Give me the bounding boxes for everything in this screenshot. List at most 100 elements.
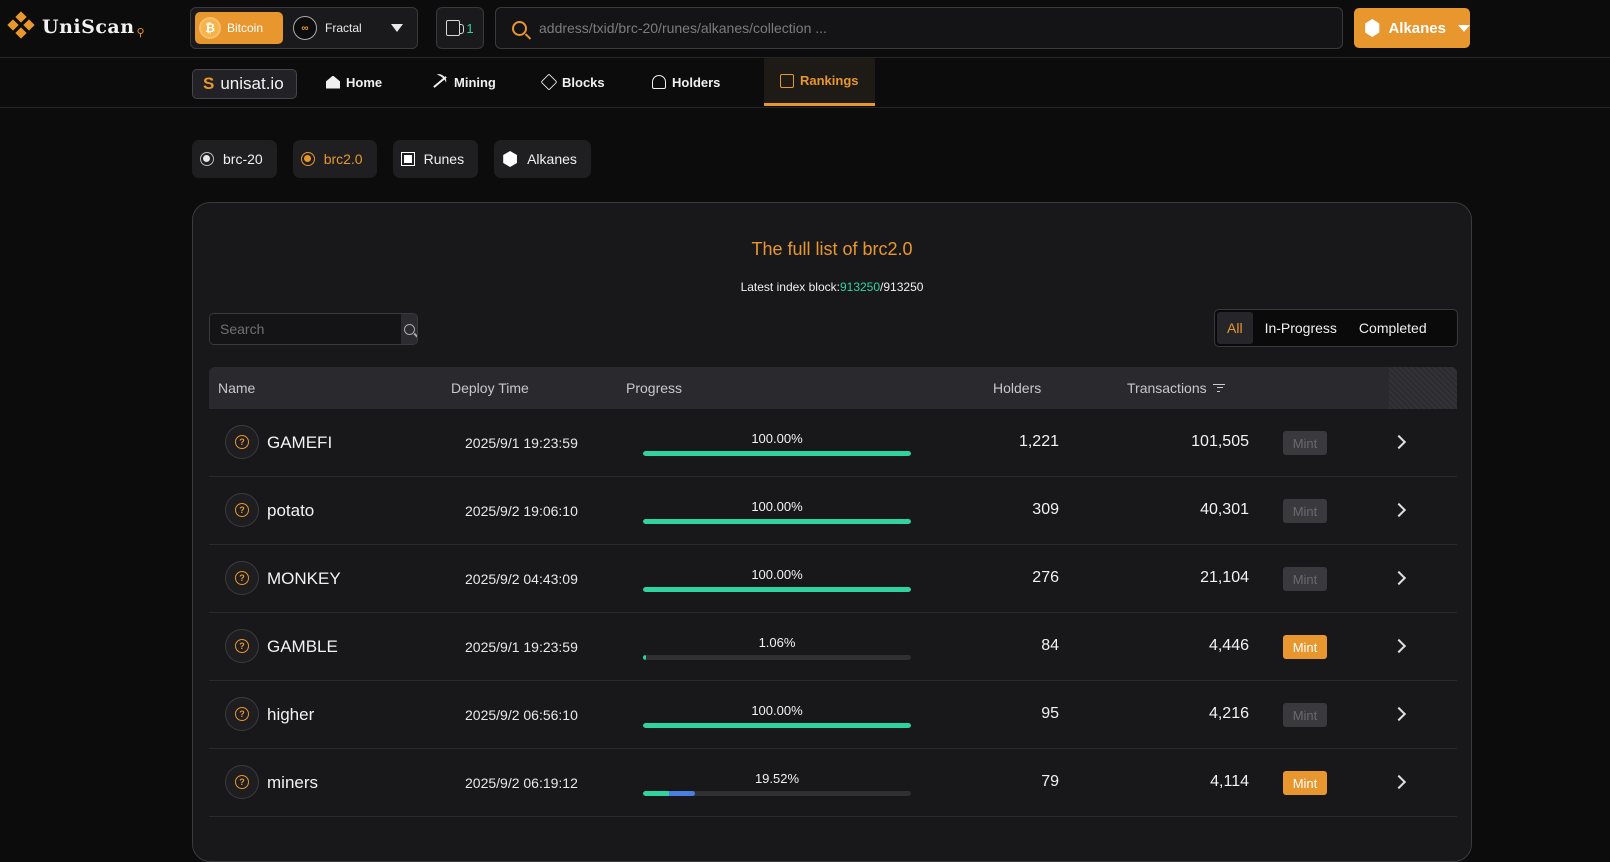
progress-bar-fill — [643, 791, 696, 796]
index-block-info: Latest index block:913250/913250 — [193, 280, 1471, 294]
transactions-count: 101,505 — [1191, 433, 1249, 450]
chevron-right-icon[interactable] — [1391, 706, 1407, 722]
table-row[interactable]: ? potato 2025/9/2 19:06:10 100.00% 309 40,301… — [209, 477, 1457, 545]
transactions-count: 21,104 — [1200, 569, 1249, 586]
token-name[interactable]: MONKEY — [267, 569, 341, 588]
search-icon — [403, 323, 415, 335]
protocol-label: Alkanes — [1388, 19, 1446, 37]
token-name[interactable]: GAMBLE — [267, 637, 338, 656]
token-name[interactable]: potato — [267, 501, 315, 520]
holders-count: 276 — [1032, 569, 1059, 586]
pickaxe-icon — [432, 75, 448, 89]
filter-brc20[interactable]: brc-20 — [192, 140, 277, 178]
token-name[interactable]: GAMEFI — [267, 433, 333, 452]
header-progress[interactable]: Progress — [626, 380, 683, 396]
chevron-right-icon[interactable] — [1391, 502, 1407, 518]
nav-holders-label: Holders — [672, 74, 721, 90]
progress-bar — [643, 791, 911, 796]
transactions-count: 4,446 — [1208, 637, 1249, 654]
table-row[interactable]: ? GAMEFI 2025/9/1 19:23:59 100.00% 1,221 101,… — [209, 409, 1457, 477]
progress-text: 19.52% — [754, 771, 800, 786]
unisat-label: unisat.io — [220, 74, 284, 93]
filter-brc2[interactable]: brc2.0 — [292, 140, 377, 178]
mint-button[interactable]: Mint — [1283, 703, 1327, 727]
transactions-count: 40,301 — [1200, 501, 1249, 518]
chevron-right-icon[interactable] — [1391, 570, 1407, 586]
progress-text: 100.00% — [751, 567, 803, 582]
token-name[interactable]: higher — [267, 705, 315, 724]
network-fractal[interactable]: ∞ Fractal — [283, 12, 362, 44]
chevron-right-icon[interactable] — [1391, 434, 1407, 450]
table-row[interactable]: ? miners 2025/9/2 06:19:12 19.52% 79 4,114 Min… — [209, 749, 1457, 817]
mint-button[interactable]: Mint — [1283, 431, 1327, 455]
radio-icon — [200, 152, 214, 166]
caret-down-icon — [1458, 24, 1470, 32]
progress-bar-fill — [643, 587, 911, 592]
holders-count: 309 — [1032, 501, 1059, 518]
top-bar: UniScan ⚲ ₿ Bitcoin ∞ Fractal 1 Alkanes — [0, 0, 1610, 58]
header-strip — [1389, 367, 1457, 409]
rankings-panel: The full list of brc2.0 Latest index blo… — [192, 202, 1472, 862]
cube-icon — [540, 73, 558, 91]
nav-home[interactable]: Home — [326, 58, 382, 106]
deploy-time: 2025/9/2 06:19:12 — [465, 775, 578, 791]
deploy-time: 2025/9/2 19:06:10 — [465, 503, 578, 519]
table-row[interactable]: ? MONKEY 2025/9/2 04:43:09 100.00% 276 21,104… — [209, 545, 1457, 613]
segment-in-progress[interactable]: In-Progress — [1264, 320, 1337, 336]
mint-button[interactable]: Mint — [1283, 499, 1327, 523]
progress-bar-fill — [643, 655, 646, 660]
table-row[interactable]: ? GAMBLE 2025/9/1 19:23:59 1.06% 84 4,446 Mint — [209, 613, 1457, 681]
radio-icon — [300, 152, 315, 166]
progress-text: 1.06% — [758, 635, 796, 650]
mint-button[interactable]: Mint — [1283, 567, 1327, 591]
filter-runes[interactable]: Runes — [392, 140, 479, 178]
network-bitcoin[interactable]: ₿ Bitcoin — [195, 12, 283, 44]
chevron-right-icon[interactable] — [1391, 774, 1407, 790]
transactions-count: 4,216 — [1208, 705, 1249, 722]
deploy-time: 2025/9/2 06:56:10 — [465, 707, 578, 723]
segment-completed[interactable]: Completed — [1358, 320, 1427, 336]
header-holders[interactable]: Holders — [993, 380, 1042, 396]
nav-blocks[interactable]: Blocks — [540, 58, 605, 106]
nav-mining-label: Mining — [454, 74, 496, 90]
progress-text: 100.00% — [751, 703, 803, 718]
table-row[interactable]: ? higher 2025/9/2 06:56:10 100.00% 95 4,216 Mi… — [209, 681, 1457, 749]
home-icon — [326, 75, 340, 89]
page-title: The full list of brc2.0 — [751, 239, 913, 259]
filter-brc2-label: brc2.0 — [323, 151, 363, 167]
network-selector[interactable]: ₿ Bitcoin ∞ Fractal — [190, 7, 418, 49]
filter-alkanes[interactable]: Alkanes — [494, 140, 591, 178]
nav-rankings[interactable]: Rankings — [764, 58, 875, 106]
nav-mining[interactable]: Mining — [432, 58, 496, 106]
index-total: 913250 — [883, 280, 924, 294]
network-bitcoin-label: Bitcoin — [227, 21, 264, 35]
bar-chart-icon — [780, 73, 794, 88]
nav-rankings-label: Rankings — [800, 73, 859, 88]
header-deploy-time[interactable]: Deploy Time — [451, 380, 529, 396]
gas-button[interactable]: 1 — [436, 7, 484, 49]
sort-icon[interactable] — [1212, 384, 1225, 394]
chevron-down-icon[interactable] — [391, 24, 403, 32]
mint-button[interactable]: Mint — [1283, 771, 1327, 795]
progress-text: 100.00% — [751, 431, 803, 446]
protocol-dropdown-button[interactable]: Alkanes — [1354, 8, 1470, 48]
token-search-button[interactable] — [401, 314, 417, 344]
token-search-input[interactable] — [210, 314, 401, 344]
holders-count: 79 — [1041, 773, 1059, 790]
global-search-input[interactable] — [539, 20, 1319, 36]
logo[interactable]: UniScan ⚲ — [6, 11, 145, 42]
token-name[interactable]: miners — [267, 773, 319, 792]
progress-bar — [643, 723, 911, 728]
deploy-time: 2025/9/2 04:43:09 — [465, 571, 578, 587]
unknown-token-icon: ? — [235, 639, 249, 653]
segment-all[interactable]: All — [1217, 312, 1253, 344]
progress-bar — [643, 655, 911, 660]
header-name[interactable]: Name — [218, 380, 256, 396]
chevron-right-icon[interactable] — [1391, 638, 1407, 654]
nav-holders[interactable]: Holders — [652, 58, 720, 106]
mint-button[interactable]: Mint — [1283, 635, 1327, 659]
unisat-link[interactable]: S unisat.io — [192, 69, 297, 99]
header-transactions[interactable]: Transactions — [1127, 380, 1225, 396]
alkanes-hexagon-icon — [1365, 19, 1380, 37]
global-search[interactable] — [495, 7, 1343, 49]
